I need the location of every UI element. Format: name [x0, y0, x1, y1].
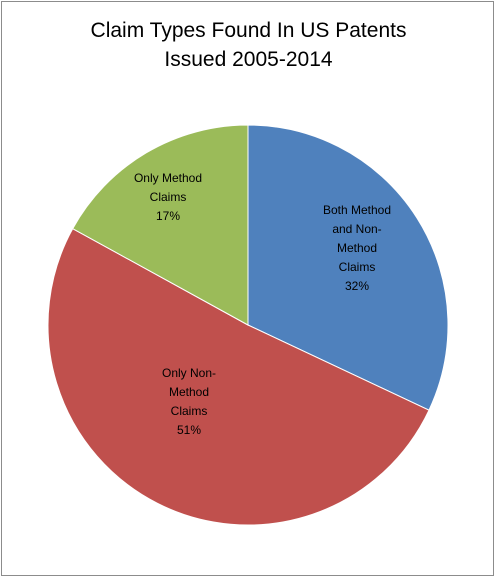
- slice-label-line: Claims: [150, 190, 187, 204]
- slice-label-line: Claims: [339, 260, 376, 274]
- slice-label-line: Only Method: [134, 171, 202, 185]
- slice-label-line: Both Method: [323, 203, 391, 217]
- slice-label-line: Method: [169, 385, 209, 399]
- slice-label-line: Method: [337, 241, 377, 255]
- slice-percent-label: 17%: [156, 209, 180, 223]
- slice-percent-label: 51%: [177, 423, 201, 437]
- slice-label-line: Only Non-: [162, 366, 216, 380]
- slice-label-line: Claims: [171, 404, 208, 418]
- slice-label-line: and Non-: [332, 222, 381, 236]
- slice-percent-label: 32%: [345, 279, 369, 293]
